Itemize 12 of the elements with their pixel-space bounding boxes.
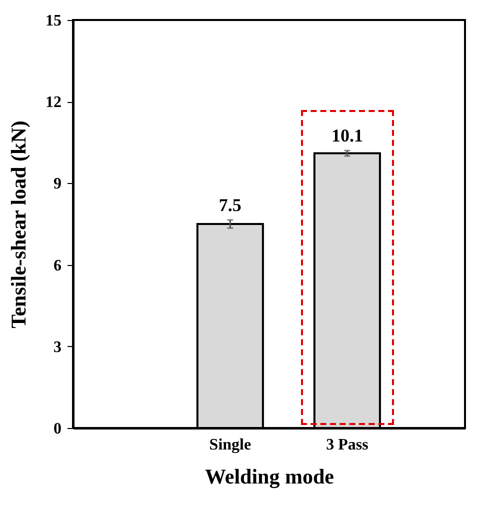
x-tick-label: Single [209, 436, 252, 454]
y-tick-label: 3 [54, 338, 62, 356]
y-tick-label: 15 [46, 12, 62, 30]
y-tick-label: 6 [54, 257, 62, 274]
y-tick-label: 12 [46, 94, 62, 112]
x-axis-title: Welding mode [205, 464, 334, 488]
x-tick-label: 3 Pass [326, 436, 368, 454]
data-label: 7.5 [218, 194, 242, 215]
data-label: 10.1 [331, 126, 363, 146]
y-tick-label: 0 [54, 420, 62, 438]
y-tick-label: 9 [54, 176, 62, 193]
y-axis-title: Tensile-shear load (kN) [6, 120, 30, 328]
